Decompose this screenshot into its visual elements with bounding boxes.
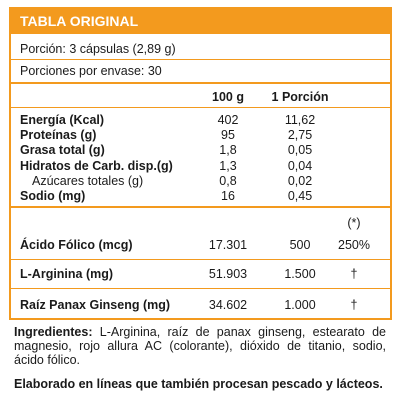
component-label: Raíz Panax Ginseng (mg): [20, 298, 171, 312]
column-header-100g: 100 g: [212, 90, 244, 104]
nutrient-label: Hidratos de Carb. disp.(g): [20, 159, 173, 173]
component-value-100g: 34.602: [208, 298, 248, 312]
divider-thick: [11, 82, 390, 84]
nutrient-value-100g: 95: [221, 128, 235, 142]
nutrient-value-100g: 16: [221, 189, 235, 203]
divider: [11, 59, 390, 60]
portion-text: Porción: 3 cápsulas (2,89 g): [20, 42, 176, 56]
nutrient-value-100g: 1,8: [219, 143, 237, 157]
servings-per-container: Porciones por envase: 30: [20, 64, 162, 78]
ingredients-label: Ingredientes:: [14, 325, 93, 339]
component-value-100g: 17.301: [208, 238, 248, 252]
nutrient-value-portion: 0,45: [287, 189, 313, 203]
asterisk-note: (*): [347, 216, 361, 230]
divider: [11, 288, 390, 289]
nutrient-value-100g: 1,3: [219, 159, 237, 173]
component-label: Ácido Fólico (mcg): [20, 238, 133, 252]
component-value-portion: 1.500: [284, 267, 316, 281]
nutrient-value-100g: 402: [217, 113, 239, 127]
component-value-portion: 1.000: [284, 298, 316, 312]
component-daily-value: †: [350, 298, 358, 312]
divider: [11, 259, 390, 260]
divider-thick: [11, 206, 390, 208]
component-daily-value: 250%: [338, 238, 370, 252]
nutrient-label: Proteínas (g): [20, 128, 97, 142]
component-value-100g: 51.903: [208, 267, 248, 281]
component-label: L-Arginina (mg): [20, 267, 114, 281]
ingredients-block: Ingredientes: L-Arginina, raíz de panax …: [14, 325, 386, 367]
nutrient-label: Sodio (mg): [20, 189, 86, 203]
allergen-statement: Elaborado en líneas que también procesan…: [14, 377, 383, 391]
nutrient-label: Energía (Kcal): [20, 113, 105, 127]
nutrient-value-100g: 0,8: [219, 174, 237, 188]
ingredients-text: L-Arginina, raíz de panax ginseng, estea…: [14, 325, 386, 367]
table-title: TABLA ORIGINAL: [11, 9, 390, 34]
divider: [11, 107, 390, 108]
column-header-portion: 1 Porción: [271, 90, 329, 104]
nutrient-value-portion: 0,05: [287, 143, 313, 157]
nutrient-value-portion: 2,75: [287, 128, 313, 142]
nutrient-value-portion: 11,62: [284, 113, 316, 127]
nutrient-label: Grasa total (g): [20, 143, 105, 157]
nutrient-value-portion: 0,04: [287, 159, 313, 173]
component-value-portion: 500: [289, 238, 311, 252]
nutrient-label: Azúcares totales (g): [32, 174, 144, 188]
nutrient-value-portion: 0,02: [287, 174, 313, 188]
component-daily-value: †: [350, 267, 358, 281]
nutrition-table: TABLA ORIGINAL Porción: 3 cápsulas (2,89…: [9, 7, 392, 320]
